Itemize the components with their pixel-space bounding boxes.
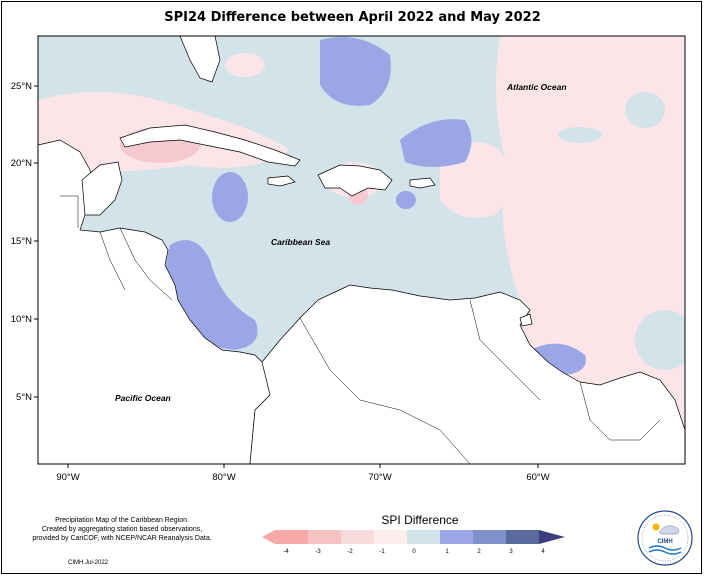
cimh-logo: CIMH	[637, 510, 693, 566]
blue-atlantic	[400, 119, 472, 167]
legend-swatch-2	[308, 530, 341, 544]
legend-title: SPI Difference	[381, 513, 459, 527]
legend-swatch-1	[275, 530, 308, 544]
pacific-ocean-label: Pacific Ocean	[115, 393, 171, 403]
border-central-america-1	[119, 227, 173, 301]
land-layer	[38, 36, 685, 464]
legend-swatch-3	[341, 530, 374, 544]
south-america-land	[249, 284, 685, 464]
lat-label-15: 15°N	[11, 236, 32, 247]
lon-ticks	[67, 464, 539, 468]
blue-patch-east	[558, 127, 602, 143]
blue-bahamas	[320, 37, 391, 106]
legend-arrow-left	[262, 530, 275, 544]
legend-swatch-8	[506, 530, 539, 544]
border-central-america-2	[99, 231, 126, 291]
lat-label-5: 5°N	[16, 392, 32, 403]
legend-ticks: -4 -3 -2 -1 0 1 2 3 4	[283, 549, 545, 555]
hispaniola-land	[317, 164, 393, 197]
lon-label-90: 90°W	[56, 472, 79, 483]
legend-tick: 3	[509, 549, 513, 555]
legend-swatch-7	[473, 530, 506, 544]
lon-label-80: 80°W	[212, 472, 235, 483]
credit-text: Precipitation Map of the Caribbean Regio…	[22, 516, 222, 543]
lon-label-60: 60°W	[526, 472, 549, 483]
florida-land	[179, 36, 221, 83]
blue-jamaica-south	[212, 172, 248, 222]
logo-text: CIMH	[657, 539, 672, 545]
credit-line-1: Precipitation Map of the Caribbean Regio…	[55, 517, 189, 524]
border-guatemala	[60, 195, 79, 228]
puerto-rico-land	[409, 177, 436, 189]
lat-ticks	[34, 85, 38, 398]
legend-arrow-right	[539, 530, 565, 544]
legend-swatch-4	[374, 530, 407, 544]
legend-tick: 4	[541, 549, 545, 555]
border-guianas	[579, 381, 661, 441]
lat-label-25: 25°N	[11, 81, 32, 92]
lon-label-70: 70°W	[368, 472, 391, 483]
jamaica-land	[267, 175, 296, 187]
border-colombia-venezuela	[299, 317, 471, 464]
cuba-land	[119, 124, 301, 167]
yucatan-land	[81, 161, 123, 216]
trinidad-land	[519, 313, 533, 327]
legend-tick: -2	[347, 549, 353, 555]
lat-label-10: 10°N	[11, 314, 32, 325]
legend-colorbar	[262, 530, 565, 544]
blue-patch-far-east	[625, 92, 665, 128]
legend-tick: 0	[412, 549, 416, 555]
credit-line-3: provided by CariCOF, with NCEP/NCAR Rean…	[32, 535, 212, 542]
map-border	[37, 35, 686, 465]
credit-line-2: Created by aggregating station based obs…	[41, 526, 203, 533]
credit-date: CIMH Jul-2022	[68, 560, 109, 566]
legend-tick: -3	[315, 549, 321, 555]
lat-label-20: 20°N	[11, 158, 32, 169]
legend-tick: 2	[477, 549, 481, 555]
legend-tick: -4	[283, 549, 289, 555]
pink-bahamas	[225, 53, 265, 77]
legend-swatch-5	[407, 530, 440, 544]
legend-tick: -1	[379, 549, 385, 555]
blue-puerto-rico	[396, 191, 416, 209]
legend-tick: 1	[445, 549, 449, 555]
legend-swatch-6	[440, 530, 473, 544]
border-venezuela-guyana	[469, 299, 541, 401]
caribbean-sea-label: Caribbean Sea	[271, 237, 330, 247]
atlantic-ocean-label: Atlantic Ocean	[506, 82, 567, 92]
map-title: SPI24 Difference between April 2022 and …	[164, 10, 541, 25]
border-lines	[60, 195, 661, 464]
blue-patch-southeast	[635, 310, 685, 370]
